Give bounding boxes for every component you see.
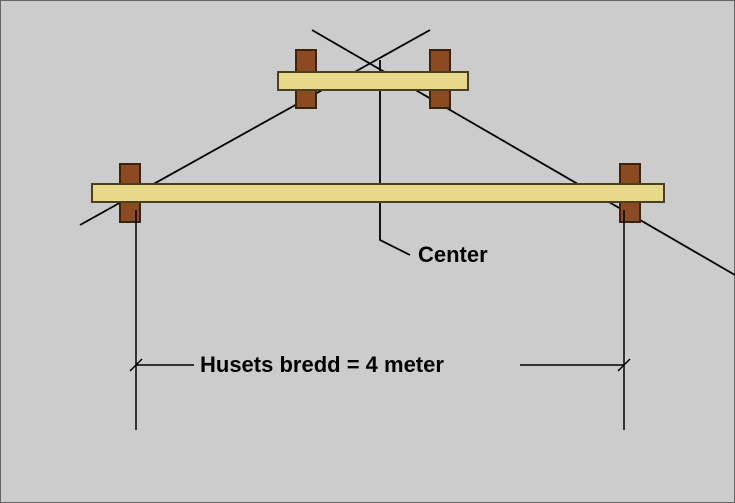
width-dimension-label: Husets bredd = 4 meter [200,352,444,378]
center-label: Center [418,242,488,268]
construction-diagram [0,0,735,503]
